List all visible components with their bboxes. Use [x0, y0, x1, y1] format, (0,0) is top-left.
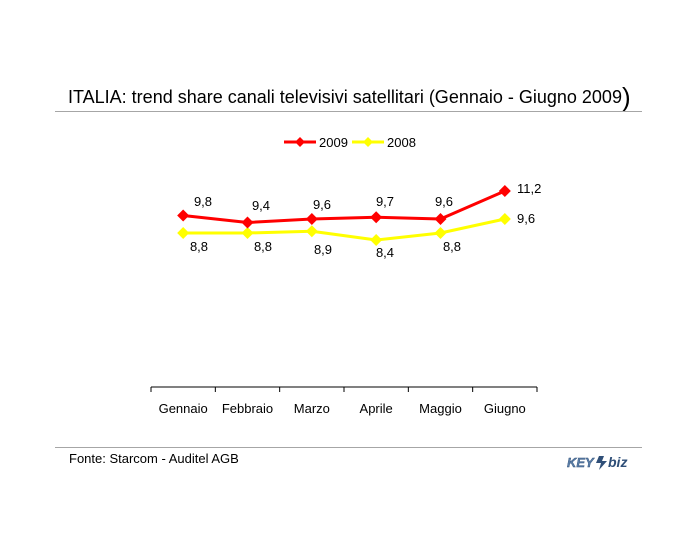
series-2008-data-label: 8,4 — [376, 245, 394, 260]
x-tick-label: Marzo — [294, 401, 330, 416]
series-2009-point — [498, 185, 511, 197]
keybiz-logo: KEY biz — [566, 452, 642, 477]
source-note: Fonte: Starcom - Auditel AGB — [69, 451, 239, 466]
series-2009-data-label: 9,4 — [252, 198, 270, 213]
page-title: ITALIA: trend share canali televisivi sa… — [68, 82, 631, 113]
series-2008-data-label: 8,8 — [254, 239, 272, 254]
series-2008-data-label: 8,8 — [190, 239, 208, 254]
svg-text:KEY: KEY — [567, 455, 595, 470]
x-tick-label: Giugno — [484, 401, 526, 416]
series-2008-data-label: 9,6 — [517, 211, 535, 226]
chart-legend: 2009 2008 — [284, 135, 416, 150]
series-2009-data-label: 9,8 — [194, 194, 212, 209]
legend-2008-label: 2008 — [387, 135, 416, 150]
legend-2009-label: 2009 — [319, 135, 348, 150]
series-2008-point — [370, 234, 383, 246]
series-2008-data-label: 8,8 — [443, 239, 461, 254]
series-2009-point — [241, 216, 254, 229]
x-tick-label: Aprile — [360, 401, 393, 416]
series-2008-data-label: 8,9 — [314, 242, 332, 257]
x-tick-label: Maggio — [419, 401, 462, 416]
title-text: ITALIA: trend share canali televisivi sa… — [68, 87, 622, 107]
x-tick-label: Gennaio — [159, 401, 208, 416]
title-divider — [55, 111, 642, 112]
legend-2009-marker — [295, 137, 305, 147]
series-2009-data-label: 11,2 — [517, 181, 541, 196]
series-2009-point — [305, 213, 318, 225]
series-2009-data-label: 9,6 — [435, 194, 453, 209]
series-2009-point — [434, 213, 447, 225]
series-2009-data-label: 9,7 — [376, 194, 394, 209]
series-2008-point — [498, 213, 511, 225]
series-2009-data-label: 9,6 — [313, 197, 331, 212]
series-2009-point — [177, 209, 190, 222]
x-tick-label: Febbraio — [222, 401, 273, 416]
x-axis: Gennaio Febbraio Marzo Aprile Maggio Giugno — [150, 386, 538, 416]
series-group: 8,8 8,8 8,9 8,4 8,8 9,6 9,8 9,4 9,6 9,7 9,6 11,2 — [177, 181, 541, 260]
series-2009-line — [183, 189, 506, 224]
series-2008-point — [177, 227, 190, 239]
series-2009-point — [370, 211, 383, 224]
series-2008-point — [434, 227, 447, 239]
series-2008-line — [183, 217, 506, 242]
legend-2008-marker — [363, 137, 373, 147]
title-paren: ) — [621, 82, 631, 112]
svg-text:biz: biz — [608, 454, 627, 470]
series-2008-point — [241, 227, 254, 239]
series-2008-point — [305, 225, 318, 238]
footer-divider — [55, 447, 642, 448]
